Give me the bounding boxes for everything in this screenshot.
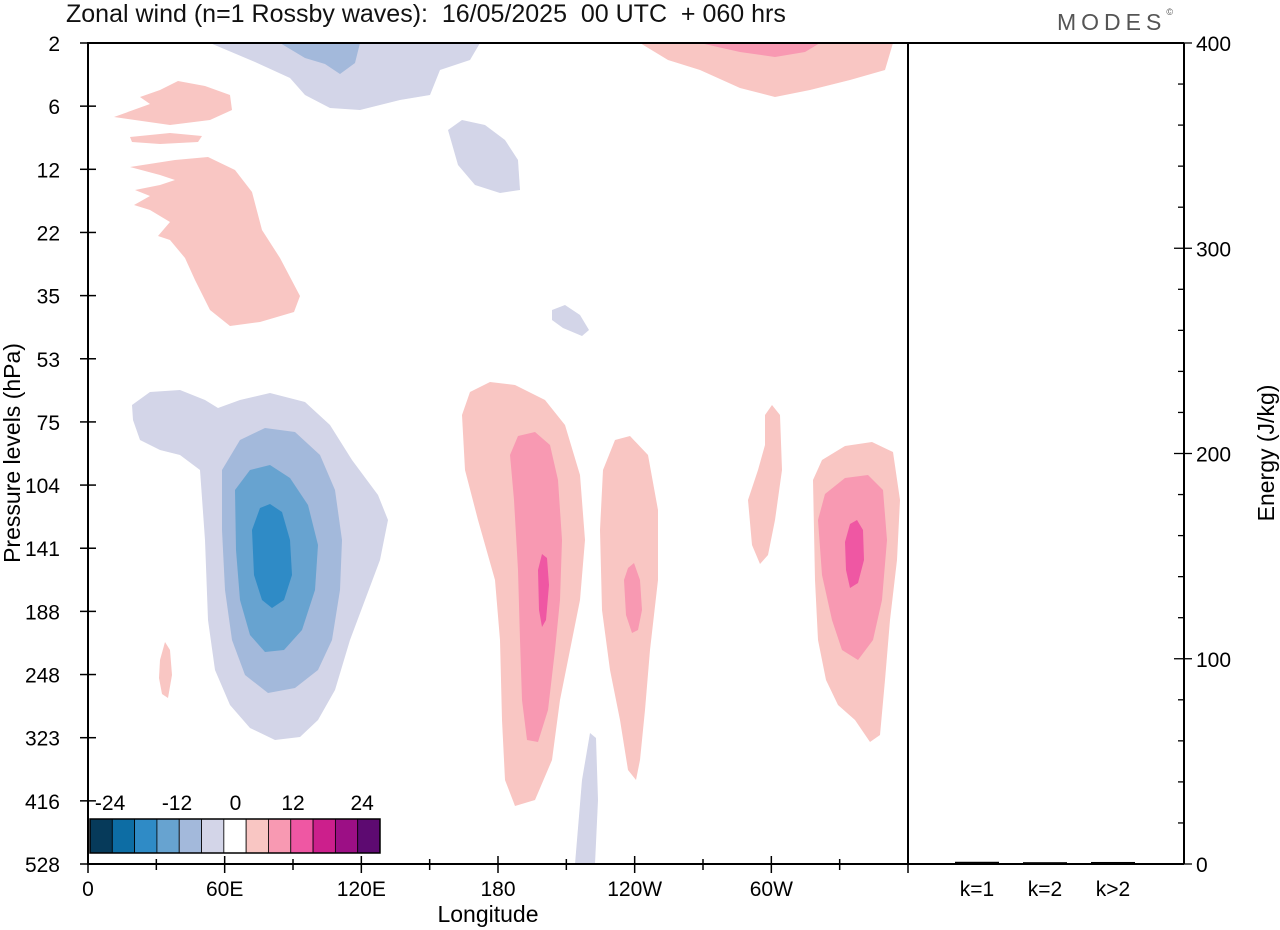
energy-bar (1091, 861, 1135, 864)
y-tick-label: 416 (25, 791, 60, 814)
contour-positive-120w-2 (624, 563, 642, 633)
y-tick-label: 2 (48, 33, 60, 56)
colorbar-swatch (312, 818, 336, 854)
y-tick-label: 22 (37, 222, 60, 245)
contour-positive-30w-3 (845, 520, 864, 588)
y-tick-label: 248 (25, 665, 60, 688)
y-tick-label: 141 (25, 538, 60, 561)
energy-tick-label: 300 (1196, 238, 1231, 261)
energy-panel: 0 100 200 300 400 Energy (J/kg) k=1 k=2 k>2 (908, 33, 1279, 901)
colorbar-swatch (245, 818, 269, 854)
x-tick-label: 120W (607, 878, 662, 901)
y-tick-label: 323 (25, 728, 60, 751)
y-tick-label: 53 (37, 349, 60, 372)
energy-bar (955, 861, 999, 864)
energy-bar (1023, 862, 1067, 864)
contour-positive-small-1 (159, 642, 172, 698)
x-tick-label: 60W (750, 878, 793, 901)
energy-axis-title: Energy (J/kg) (1253, 385, 1279, 522)
colorbar: -24 -12 0 12 24 (89, 792, 381, 854)
contour-positive-dateline-2 (510, 432, 562, 742)
colorbar-label: 12 (281, 792, 304, 815)
colorbar-swatch (223, 818, 247, 854)
x-tick-label: 0 (82, 878, 94, 901)
colorbar-label: -12 (162, 792, 192, 815)
contour-positive-upper-left-1 (114, 81, 232, 125)
contour-field (114, 43, 900, 864)
y-tick-label: 35 (37, 286, 60, 309)
colorbar-swatch (357, 818, 381, 854)
x-tick-label: 60E (206, 878, 243, 901)
contour-negative-bottom-1 (575, 733, 598, 864)
contour-negative-mid-2 (552, 305, 589, 336)
contour-positive-top-right-2 (700, 43, 820, 57)
colorbar-swatch (201, 818, 225, 854)
y-tick-label: 6 (48, 96, 60, 119)
colorbar-swatch (156, 818, 180, 854)
contour-positive-upper-left-2 (130, 133, 202, 144)
y-tick-label: 528 (25, 854, 60, 877)
energy-category-label: k=1 (960, 878, 994, 901)
x-axis-title: Longitude (437, 901, 538, 927)
colorbar-swatch (290, 818, 314, 854)
brand-text: MODES (1057, 9, 1167, 35)
x-tick-label: 180 (480, 878, 515, 901)
colorbar-swatch (134, 818, 158, 854)
y-axis-title: Pressure levels (hPa) (0, 343, 25, 563)
brand-mark: © (1166, 7, 1173, 18)
contour-negative-main-4 (252, 504, 292, 608)
contour-negative-top-2 (280, 43, 360, 74)
contour-positive-top-right-1 (640, 43, 893, 97)
colorbar-frame (89, 818, 381, 854)
brand-logo: MODES© (1057, 7, 1173, 36)
colorbar-label: -24 (95, 792, 126, 815)
energy-tick-label: 400 (1196, 33, 1231, 56)
colorbar-label: 0 (230, 792, 242, 815)
chart-title: Zonal wind (n=1 Rossby waves): 16/05/202… (66, 0, 786, 28)
colorbar-swatch (111, 818, 136, 854)
energy-tick-label: 100 (1196, 649, 1231, 672)
colorbar-swatch (268, 818, 292, 854)
contour-positive-upper-left-3 (130, 157, 300, 326)
colorbar-swatch (334, 818, 359, 854)
colorbar-swatch (178, 818, 202, 854)
energy-category-label: k>2 (1096, 878, 1130, 901)
y-tick-label: 12 (37, 159, 60, 182)
x-tick-label: 120E (337, 878, 386, 901)
y-tick-label: 188 (25, 601, 60, 624)
energy-tick-label: 0 (1196, 854, 1208, 877)
colorbar-label: 24 (350, 792, 374, 815)
contour-positive-75w-1 (748, 405, 782, 564)
y-tick-label: 104 (25, 475, 60, 498)
contour-positive-dateline-3 (538, 554, 549, 627)
colorbar-swatch (89, 818, 113, 854)
y-tick-label: 75 (37, 412, 60, 435)
energy-tick-label: 200 (1196, 444, 1231, 467)
energy-category-label: k=2 (1028, 878, 1062, 901)
contour-negative-top-1 (210, 43, 480, 110)
contour-negative-mid-1 (448, 120, 520, 193)
